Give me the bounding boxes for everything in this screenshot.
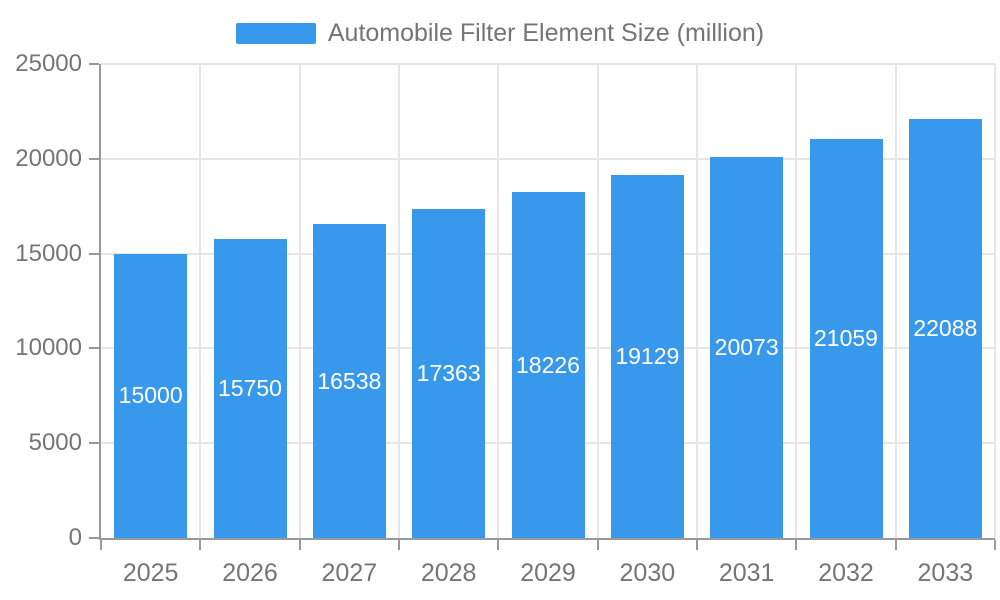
y-axis-tick <box>89 63 99 65</box>
y-axis-tick <box>89 537 99 539</box>
bar-value-label: 16538 <box>317 367 382 394</box>
legend-swatch <box>235 22 316 44</box>
x-tick-label: 2032 <box>818 559 874 587</box>
legend[interactable]: Automobile Filter Element Size (million) <box>0 20 1000 46</box>
x-axis-tick <box>199 540 202 550</box>
bar-value-label: 21059 <box>814 324 878 351</box>
y-tick-label: 25000 <box>15 50 82 77</box>
gridline-vertical <box>497 64 500 538</box>
bar: 19129 <box>610 175 684 538</box>
gridline-vertical <box>696 64 698 538</box>
bar-value-label: 22088 <box>913 315 978 342</box>
bar: 20073 <box>710 157 784 538</box>
y-tick-label: 5000 <box>28 429 82 457</box>
x-tick-label: 2026 <box>222 559 278 587</box>
bar: 22088 <box>908 119 982 538</box>
x-axis-tick <box>894 540 897 550</box>
x-axis-tick <box>596 540 599 550</box>
x-axis-tick <box>298 540 301 550</box>
gridline-vertical <box>795 64 798 538</box>
bar: 18226 <box>511 192 585 538</box>
bar-value-label: 18226 <box>516 351 580 378</box>
y-tick-label: 20000 <box>15 144 82 172</box>
x-axis-tick <box>994 540 996 550</box>
legend-label: Automobile Filter Element Size (million) <box>327 19 765 47</box>
x-tick-label: 2025 <box>122 559 179 587</box>
x-axis-tick <box>696 540 698 550</box>
x-axis-line <box>99 538 995 540</box>
y-axis-tick <box>89 442 99 445</box>
y-tick-label: 10000 <box>15 334 82 362</box>
x-tick-label: 2027 <box>321 559 378 587</box>
x-tick-label: 2028 <box>420 559 477 587</box>
x-tick-label: 2031 <box>718 559 775 587</box>
x-axis-tick <box>100 540 102 550</box>
y-tick-label: 15000 <box>15 239 82 267</box>
bar: 15000 <box>114 253 188 538</box>
y-axis-tick <box>89 347 99 350</box>
gridline-vertical <box>398 64 400 538</box>
bar: 17363 <box>412 208 486 538</box>
y-axis-tick <box>89 252 99 255</box>
bar: 16538 <box>312 224 386 538</box>
y-axis-line <box>99 64 101 538</box>
x-tick-label: 2030 <box>619 559 676 587</box>
bar-value-label: 20073 <box>714 334 779 361</box>
gridline-vertical <box>894 64 897 538</box>
bar: 15750 <box>213 239 287 538</box>
x-tick-label: 2029 <box>520 559 576 587</box>
bar: 21059 <box>809 138 883 538</box>
gridline-vertical <box>199 64 202 538</box>
gridline-horizontal <box>101 157 995 160</box>
y-tick-label: 0 <box>68 524 82 551</box>
bar-value-label: 19129 <box>615 343 680 370</box>
gridline-vertical <box>596 64 599 538</box>
x-tick-label: 2033 <box>917 559 974 587</box>
bar-value-label: 15750 <box>218 375 282 402</box>
bar-value-label: 17363 <box>416 359 481 386</box>
plot-area: 15000 15750 16538 17363 18226 19129 20073 21059… <box>89 63 996 550</box>
bar-value-label: 15000 <box>118 382 183 409</box>
gridline-vertical <box>298 64 301 538</box>
x-axis-tick <box>497 540 500 550</box>
y-axis-tick <box>89 157 99 160</box>
x-axis-tick <box>398 540 400 550</box>
gridline-vertical <box>994 64 996 538</box>
gridline-horizontal <box>101 63 995 65</box>
x-axis-tick <box>795 540 798 550</box>
